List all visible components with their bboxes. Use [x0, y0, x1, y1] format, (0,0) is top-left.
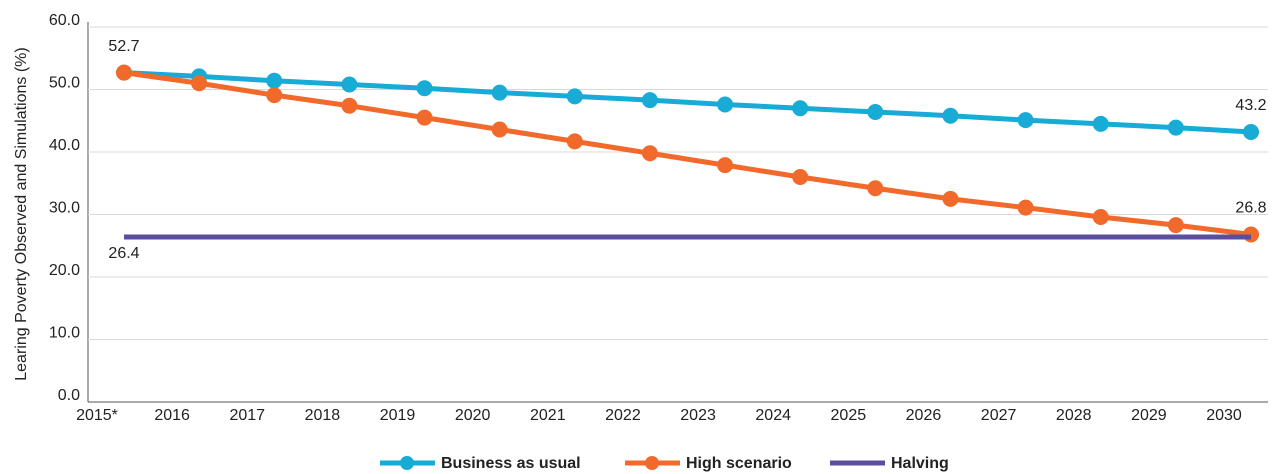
point [867, 180, 884, 197]
point [416, 80, 433, 97]
point [416, 109, 433, 126]
point [341, 97, 358, 114]
legend-label: Business as usual [441, 455, 581, 472]
point [266, 72, 283, 89]
y-tick-label: 30.0 [49, 200, 80, 217]
data-label: 26.4 [108, 245, 139, 262]
series-line [123, 70, 1252, 237]
point [1017, 112, 1034, 129]
point [942, 190, 959, 207]
x-tick-label: 2015* [76, 407, 118, 424]
x-tick-label: 2030 [1206, 407, 1242, 424]
point [867, 104, 884, 120]
point [641, 92, 658, 109]
x-tick-label: 2025 [831, 407, 867, 424]
legend-label: Halving [891, 455, 949, 472]
point [1243, 124, 1259, 140]
legend-marker [400, 456, 414, 470]
x-tick-label: 2024 [755, 407, 791, 424]
point [1167, 119, 1184, 136]
point [1092, 115, 1109, 132]
y-tick-label: 10.0 [49, 325, 80, 342]
x-tick-label: 2016 [154, 407, 190, 424]
x-tick-label: 2018 [305, 407, 341, 424]
point [1167, 217, 1184, 234]
point [191, 75, 208, 92]
point [1092, 209, 1109, 225]
point [641, 145, 658, 162]
y-tick-label: 40.0 [49, 137, 80, 154]
x-tick-label: 2017 [229, 407, 265, 424]
x-tick-label: 2020 [455, 407, 491, 424]
x-tick-label: 2026 [906, 407, 942, 424]
point [1017, 199, 1034, 216]
y-tick-label: 20.0 [49, 262, 80, 279]
point [566, 133, 583, 150]
data-label: 26.8 [1235, 200, 1266, 217]
x-tick-label: 2028 [1056, 407, 1092, 424]
point [491, 121, 508, 138]
x-tick-label: 2027 [981, 407, 1017, 424]
point [266, 87, 283, 104]
point [792, 100, 809, 117]
x-tick-label: 2023 [680, 407, 716, 424]
point [942, 107, 959, 124]
x-tick-label: 2022 [605, 407, 641, 424]
grid [88, 26, 1268, 340]
point [717, 96, 734, 113]
x-tick-label: 2019 [380, 407, 416, 424]
data-label: 52.7 [108, 38, 139, 55]
point [491, 84, 508, 101]
x-tick-label: 2021 [530, 407, 566, 424]
legend-marker [645, 456, 659, 470]
y-tick-label: 50.0 [49, 75, 80, 92]
y-tick-label: 0.0 [58, 387, 80, 404]
series-line [123, 70, 1252, 135]
point [341, 76, 358, 93]
y-tick-label: 60.0 [49, 12, 80, 29]
point [792, 169, 809, 185]
point [566, 88, 583, 105]
point [116, 64, 132, 81]
x-tick-label: 2029 [1131, 407, 1167, 424]
point [717, 157, 734, 174]
y-axis-label: Learing Poverty Observed and Simulations… [13, 47, 30, 381]
legend-label: High scenario [686, 455, 792, 472]
data-label: 43.2 [1235, 97, 1266, 114]
